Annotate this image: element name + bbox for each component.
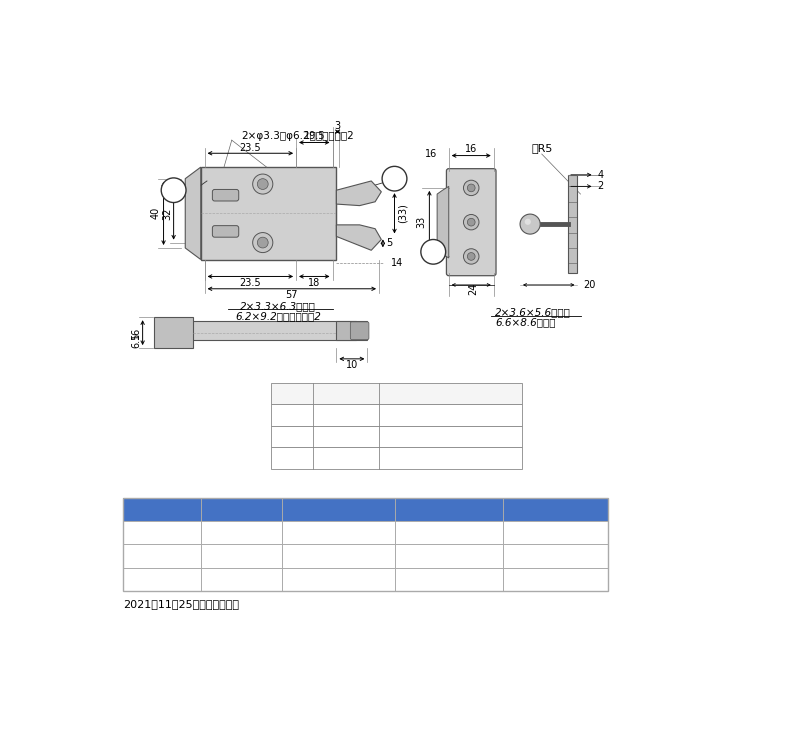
- Polygon shape: [568, 175, 578, 273]
- Text: 1: 1: [170, 184, 178, 197]
- Circle shape: [520, 214, 540, 234]
- FancyBboxPatch shape: [123, 498, 608, 521]
- Text: 32: 32: [162, 207, 173, 219]
- Text: 6.5: 6.5: [131, 333, 142, 348]
- FancyBboxPatch shape: [123, 544, 608, 568]
- Text: ブラック: ブラック: [226, 526, 257, 539]
- Text: 本体: 本体: [339, 409, 353, 421]
- Text: MC-37F-BK: MC-37F-BK: [128, 526, 196, 539]
- Text: ポリアミド (PA): ポリアミド (PA): [419, 451, 482, 465]
- Text: 2021年11月25日の情報です。: 2021年11月25日の情報です。: [123, 599, 239, 610]
- Text: 78: 78: [330, 550, 346, 562]
- Text: 2×3.3×6.3長円穴: 2×3.3×6.3長円穴: [240, 300, 316, 311]
- Circle shape: [463, 180, 479, 195]
- FancyBboxPatch shape: [162, 321, 356, 340]
- Circle shape: [421, 240, 446, 264]
- Text: 3: 3: [430, 246, 437, 258]
- Circle shape: [258, 237, 268, 248]
- Text: MC-37F-BR: MC-37F-BR: [128, 550, 196, 562]
- FancyBboxPatch shape: [336, 321, 367, 340]
- Text: 33: 33: [417, 216, 426, 228]
- Text: ②: ②: [286, 430, 297, 443]
- Text: 6.6×8.6ざぐり: 6.6×8.6ざぐり: [495, 318, 556, 327]
- FancyBboxPatch shape: [270, 426, 522, 448]
- Circle shape: [258, 179, 268, 189]
- Circle shape: [463, 215, 479, 230]
- Text: 球R5: 球R5: [531, 143, 553, 153]
- FancyBboxPatch shape: [212, 225, 238, 237]
- Circle shape: [467, 219, 475, 226]
- Circle shape: [463, 249, 479, 264]
- Text: ①: ①: [286, 409, 297, 421]
- Circle shape: [253, 174, 273, 194]
- Text: 23.5: 23.5: [239, 278, 261, 288]
- Text: アーム: アーム: [335, 430, 357, 443]
- Text: 部品名: 部品名: [335, 387, 357, 400]
- FancyBboxPatch shape: [123, 568, 608, 590]
- Text: 10: 10: [346, 360, 358, 370]
- Text: 4: 4: [598, 170, 604, 179]
- Text: 5: 5: [386, 238, 392, 249]
- Text: (33): (33): [398, 204, 407, 223]
- Polygon shape: [336, 181, 382, 206]
- FancyBboxPatch shape: [350, 322, 369, 339]
- FancyBboxPatch shape: [446, 169, 496, 276]
- Text: 2×φ3.3穴φ6.2ざぐり深さ㈶2: 2×φ3.3穴φ6.2ざぐり深さ㈶2: [242, 131, 354, 141]
- Circle shape: [253, 233, 273, 252]
- FancyBboxPatch shape: [201, 167, 336, 260]
- Text: 可動ストライク: 可動ストライク: [322, 451, 370, 465]
- Text: 8: 8: [445, 550, 453, 562]
- Text: 質量g: 質量g: [543, 503, 567, 516]
- Polygon shape: [186, 167, 201, 260]
- Text: MC-37F-WH: MC-37F-WH: [126, 572, 198, 586]
- Circle shape: [525, 219, 531, 225]
- FancyBboxPatch shape: [212, 189, 238, 201]
- Text: ポリアセタール (POM): ポリアセタール (POM): [406, 430, 495, 443]
- FancyBboxPatch shape: [270, 404, 522, 426]
- Text: 57: 57: [286, 290, 298, 300]
- FancyBboxPatch shape: [270, 448, 522, 469]
- Text: ホワイト: ホワイト: [226, 572, 257, 586]
- Circle shape: [162, 178, 186, 203]
- Text: 品番: 品番: [154, 503, 170, 516]
- Text: ABS樹脂: ABS樹脂: [432, 409, 470, 421]
- FancyBboxPatch shape: [270, 383, 522, 404]
- Text: 保持力N: 保持力N: [322, 503, 354, 516]
- Text: 保持力kgf: 保持力kgf: [426, 503, 471, 516]
- Text: 14: 14: [390, 258, 403, 268]
- Text: 19.5: 19.5: [303, 131, 325, 141]
- Text: 23.5: 23.5: [239, 143, 261, 153]
- Text: 24: 24: [547, 550, 563, 562]
- Circle shape: [382, 167, 407, 191]
- Polygon shape: [437, 186, 449, 258]
- Text: 色: 色: [238, 503, 245, 516]
- Polygon shape: [336, 225, 382, 250]
- Text: 3: 3: [334, 121, 341, 131]
- Circle shape: [467, 184, 475, 192]
- Text: 40: 40: [151, 207, 161, 219]
- Text: ③: ③: [286, 451, 297, 465]
- Text: 16: 16: [425, 149, 437, 159]
- Text: 16: 16: [465, 144, 478, 155]
- Text: 材料: 材料: [444, 387, 458, 400]
- Text: 18: 18: [308, 278, 321, 288]
- Text: 2: 2: [390, 172, 398, 185]
- Text: 16: 16: [131, 327, 142, 339]
- Circle shape: [467, 252, 475, 261]
- FancyBboxPatch shape: [154, 317, 193, 348]
- Text: 2×3.6×5.6長円穴: 2×3.6×5.6長円穴: [495, 307, 571, 317]
- Text: 6.2×9.2ざぐり深さ㈶2: 6.2×9.2ざぐり深さ㈶2: [235, 312, 321, 321]
- Text: No.: No.: [282, 387, 302, 400]
- Text: 2: 2: [598, 182, 604, 192]
- Text: 20: 20: [584, 280, 596, 290]
- Text: 24: 24: [468, 282, 478, 295]
- Text: ブラウン: ブラウン: [226, 550, 257, 562]
- FancyBboxPatch shape: [123, 521, 608, 544]
